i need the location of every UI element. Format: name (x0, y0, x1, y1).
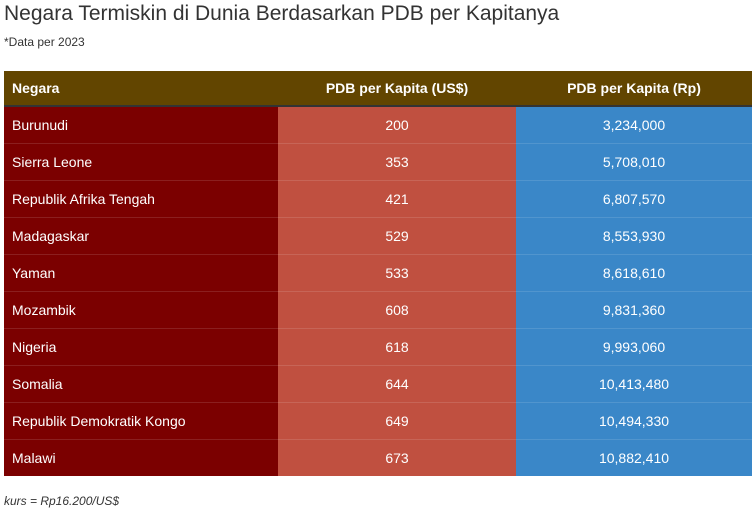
cell-country: Madagaskar (4, 217, 278, 255)
cell-country: Burunudi (4, 105, 278, 144)
cell-usd: 608 (278, 291, 516, 329)
cell-usd: 618 (278, 328, 516, 366)
cell-usd: 649 (278, 402, 516, 440)
header-negara[interactable]: Negara (4, 71, 278, 107)
cell-country: Malawi (4, 439, 278, 476)
cell-country: Sierra Leone (4, 143, 278, 181)
cell-rp: 10,413,480 (516, 365, 752, 403)
footnote: kurs = Rp16.200/US$ (4, 494, 120, 508)
cell-rp: 9,993,060 (516, 328, 752, 366)
table-row: Republik Demokratik Kongo 649 10,494,330 (4, 402, 752, 440)
table-row: Nigeria 618 9,993,060 (4, 328, 752, 366)
cell-usd: 673 (278, 439, 516, 476)
table-row: Malawi 673 10,882,410 (4, 439, 752, 476)
cell-rp: 10,882,410 (516, 439, 752, 476)
cell-rp: 10,494,330 (516, 402, 752, 440)
table-row: Yaman 533 8,618,610 (4, 254, 752, 292)
cell-rp: 3,234,000 (516, 105, 752, 144)
cell-usd: 533 (278, 254, 516, 292)
cell-usd: 421 (278, 180, 516, 218)
cell-rp: 9,831,360 (516, 291, 752, 329)
chart-subtitle: *Data per 2023 (4, 35, 85, 49)
header-usd[interactable]: PDB per Kapita (US$) (278, 71, 516, 107)
cell-country: Yaman (4, 254, 278, 292)
table-row: Republik Afrika Tengah 421 6,807,570 (4, 180, 752, 218)
cell-usd: 529 (278, 217, 516, 255)
cell-usd: 200 (278, 105, 516, 144)
table-row: Somalia 644 10,413,480 (4, 365, 752, 403)
cell-rp: 6,807,570 (516, 180, 752, 218)
cell-rp: 8,618,610 (516, 254, 752, 292)
header-rp[interactable]: PDB per Kapita (Rp) (516, 71, 752, 107)
cell-country: Somalia (4, 365, 278, 403)
cell-usd: 353 (278, 143, 516, 181)
table-row: Burunudi 200 3,234,000 (4, 105, 752, 144)
cell-country: Republik Demokratik Kongo (4, 402, 278, 440)
cell-country: Mozambik (4, 291, 278, 329)
data-table: Negara PDB per Kapita (US$) PDB per Kapi… (4, 71, 752, 476)
cell-country: Republik Afrika Tengah (4, 180, 278, 218)
header-row: Negara PDB per Kapita (US$) PDB per Kapi… (4, 71, 752, 107)
cell-usd: 644 (278, 365, 516, 403)
cell-country: Nigeria (4, 328, 278, 366)
cell-rp: 5,708,010 (516, 143, 752, 181)
table-row: Madagaskar 529 8,553,930 (4, 217, 752, 255)
table-row: Sierra Leone 353 5,708,010 (4, 143, 752, 181)
chart-title: Negara Termiskin di Dunia Berdasarkan PD… (4, 2, 560, 25)
table-row: Mozambik 608 9,831,360 (4, 291, 752, 329)
cell-rp: 8,553,930 (516, 217, 752, 255)
